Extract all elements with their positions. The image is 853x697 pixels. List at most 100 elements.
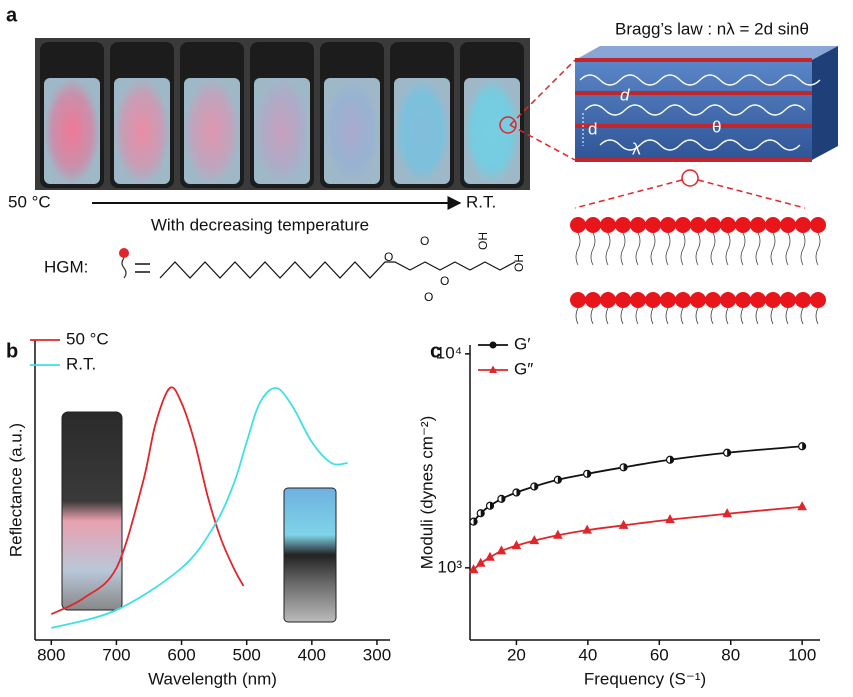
lipid-tail: [605, 232, 611, 266]
lipid-head: [630, 217, 646, 233]
atom: OH: [512, 254, 526, 272]
vial-content: [464, 78, 520, 184]
vial-photo: [35, 38, 530, 190]
legend-label: 50 °C: [66, 329, 109, 348]
vial-content: [184, 78, 240, 184]
point: [582, 524, 592, 534]
legend-label: R.T.: [66, 354, 96, 373]
atom: OH: [476, 232, 490, 250]
point: [618, 519, 629, 529]
lipid-tail: [785, 232, 791, 266]
lipid-tail: [635, 232, 641, 266]
lipid-head: [750, 217, 766, 233]
x-tick-label: 80: [721, 645, 740, 664]
lipid-tail: [725, 232, 731, 266]
diagram-label: λ: [632, 139, 641, 158]
lipid-tail: [650, 232, 656, 266]
x-tick-label: 400: [298, 645, 326, 664]
legend-label: G′: [514, 334, 530, 353]
molecule-structure: [159, 261, 516, 279]
lipid-tail: [755, 232, 761, 266]
lipid-head: [585, 292, 601, 308]
lipid-tail: [800, 232, 806, 266]
panel-label: a: [6, 4, 18, 26]
x-axis-label: Wavelength (nm): [148, 669, 277, 688]
bilayer: [570, 217, 826, 325]
lipid-tail: [620, 232, 626, 266]
point: [475, 557, 486, 567]
legend-label: G″: [514, 359, 533, 378]
vial-content: [44, 78, 100, 184]
lipid-head: [645, 217, 661, 233]
point-half: [516, 488, 520, 496]
point: [496, 545, 507, 555]
lipid-head: [795, 217, 811, 233]
start-label: 50 °C: [8, 192, 51, 211]
point: [511, 540, 522, 550]
y-axis-label: Moduli (dynes cm⁻²): [417, 416, 436, 570]
atom: O: [384, 250, 393, 264]
diagram-label: d: [588, 119, 597, 138]
series-line: [472, 505, 803, 571]
lipid-head: [795, 292, 811, 308]
bragg-title: Bragg’s law : nλ = 2d sinθ: [615, 19, 809, 38]
x-axis-label: Frequency (S⁻¹): [584, 669, 706, 688]
diagram-label: θ: [712, 117, 721, 136]
point-half: [501, 495, 505, 503]
lipid-head: [735, 292, 751, 308]
lipid-head: [810, 217, 826, 233]
lipid-head: [690, 217, 706, 233]
lipid-head: [750, 292, 766, 308]
lipid-head: [615, 217, 631, 233]
x-tick-label: 800: [37, 645, 65, 664]
lipid-head: [810, 292, 826, 308]
atom: O: [424, 290, 433, 304]
atom: O: [440, 274, 449, 288]
lipid-head: [705, 217, 721, 233]
y-tick-label: 10⁴: [436, 343, 462, 362]
x-tick-label: 500: [233, 645, 261, 664]
point-half: [480, 509, 485, 517]
lipid-head: [660, 292, 676, 308]
vial-content: [324, 78, 380, 184]
point: [553, 529, 563, 539]
end-label: R.T.: [466, 192, 496, 211]
point-half: [534, 482, 538, 490]
point-half: [557, 476, 562, 484]
lipid-head: [645, 292, 661, 308]
x-tick-label: 40: [578, 645, 597, 664]
vial-content: [394, 78, 450, 184]
point-half: [670, 456, 674, 464]
lipid-head: [780, 292, 796, 308]
lipid-head: [720, 217, 736, 233]
lipid-tail: [590, 232, 596, 266]
lipid-head: [570, 217, 586, 233]
molecule-label: HGM:: [44, 257, 88, 276]
layer-diagram: [499, 46, 838, 209]
lipid-head: [720, 292, 736, 308]
lipid-head: [600, 292, 616, 308]
point: [485, 551, 495, 561]
vial-content: [254, 78, 310, 184]
vial-content: [114, 78, 170, 184]
lipid-head: [630, 292, 646, 308]
lipid-head: [600, 217, 616, 233]
y-tick-label: 10³: [437, 557, 462, 576]
x-tick-label: 300: [363, 645, 391, 664]
lipid-head: [705, 292, 721, 308]
lipid-tail: [680, 232, 686, 266]
point: [468, 564, 479, 574]
point-half: [490, 502, 494, 510]
lipid-head: [570, 292, 586, 308]
hgm-icon: [119, 248, 150, 279]
point-half: [473, 518, 478, 526]
lipid-head: [585, 217, 601, 233]
diagram-label: d: [620, 85, 630, 104]
atom: O: [420, 234, 429, 248]
x-tick-label: 60: [650, 645, 669, 664]
lipid-head: [765, 292, 781, 308]
lipid-tail: [770, 232, 776, 266]
series-line: [51, 387, 348, 629]
point: [797, 501, 807, 511]
